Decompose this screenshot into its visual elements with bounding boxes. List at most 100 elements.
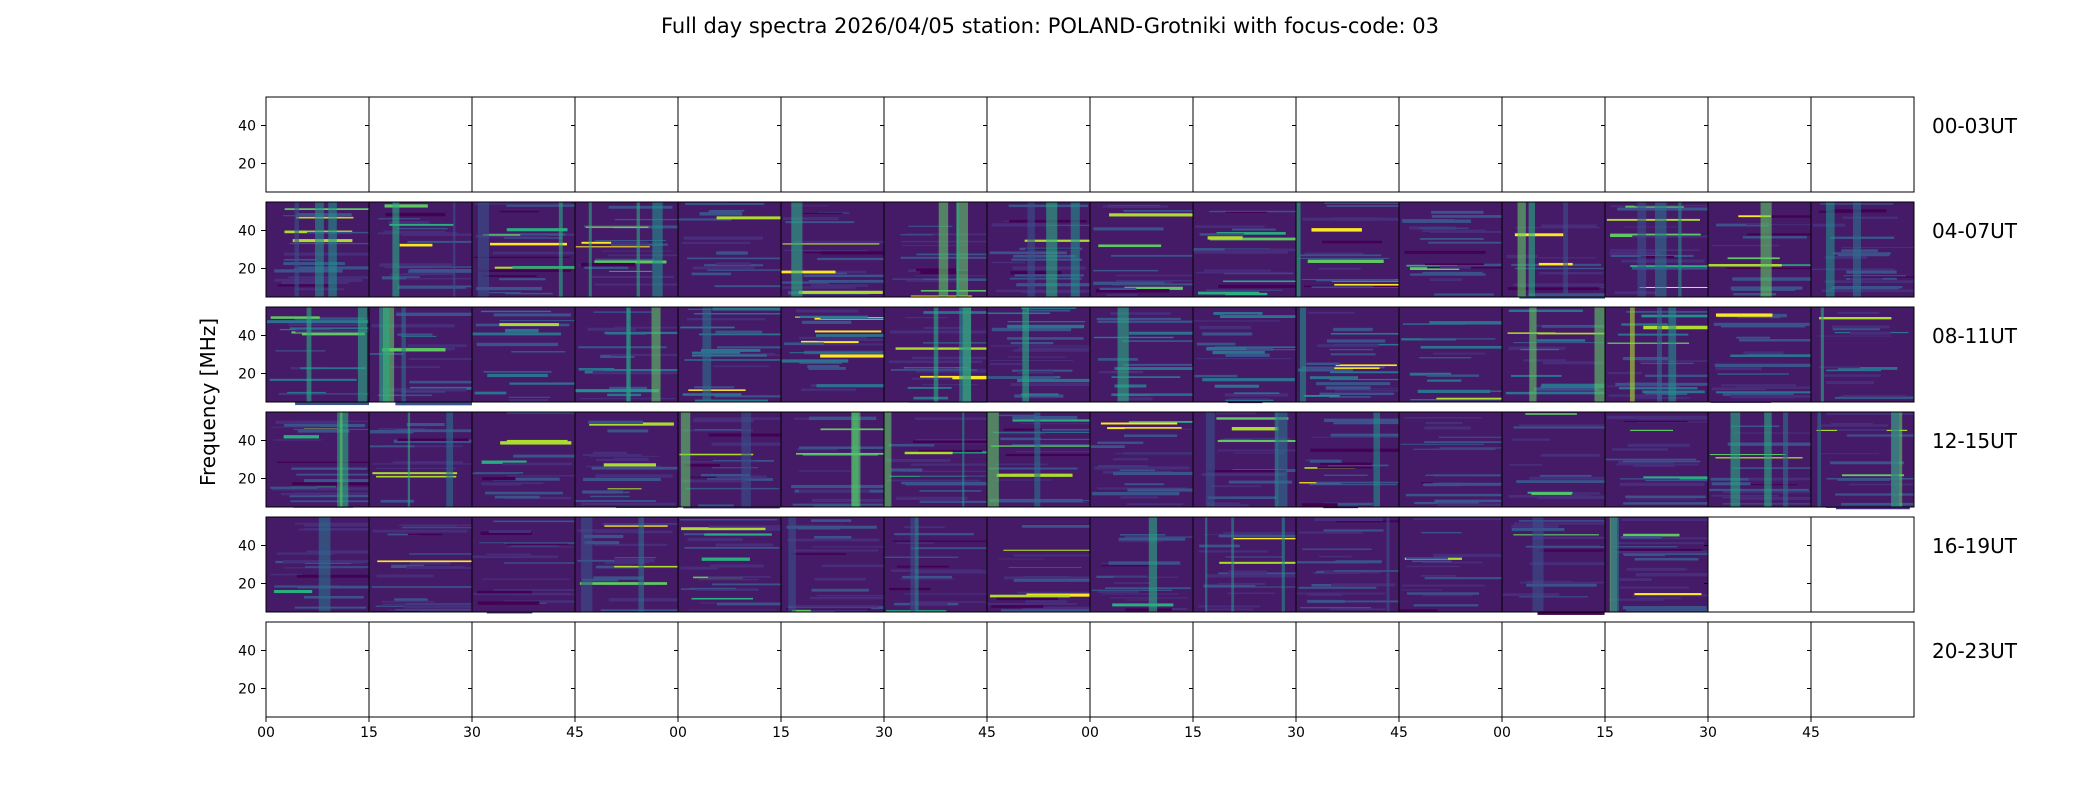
spectra-band — [1210, 504, 1249, 508]
spectra-band — [1848, 483, 1914, 486]
spectra-band — [1097, 441, 1144, 444]
spectra-band — [691, 351, 741, 354]
spectra-band — [1216, 412, 1257, 415]
spectra-band — [294, 522, 369, 525]
spectra-band — [1020, 423, 1090, 425]
panel-background — [781, 412, 884, 507]
spectra-burst — [956, 202, 968, 297]
spectra-band — [1421, 561, 1483, 564]
spectra-band — [1618, 460, 1675, 465]
spectra-band — [811, 588, 869, 592]
spectra-band — [816, 594, 884, 597]
spectra-band — [1025, 600, 1068, 603]
spectra-band — [582, 477, 661, 482]
spectra-band — [1619, 578, 1652, 582]
spectra-band — [1529, 476, 1605, 480]
spectra-band — [1333, 327, 1373, 332]
spectra-band — [395, 429, 472, 433]
spectra-band — [602, 368, 678, 373]
spectra-band — [1622, 356, 1669, 361]
spectra-band — [1421, 338, 1496, 340]
spectra-band — [289, 494, 369, 498]
spectra-band — [1325, 386, 1371, 390]
row-label: 04-07UT — [1932, 219, 2018, 243]
spectra-band — [991, 327, 1072, 332]
spectra-band — [1830, 236, 1895, 240]
spectra-band — [607, 393, 642, 397]
panel-frame — [1707, 516, 1812, 613]
spectra-band — [1541, 383, 1605, 387]
spectra-band — [899, 578, 955, 580]
spectra-band — [1733, 432, 1811, 434]
panel-frame — [780, 96, 885, 193]
spectra-band — [1739, 339, 1811, 342]
spectra-burst — [1629, 307, 1635, 402]
spectra-band — [1233, 452, 1285, 454]
spectra-band — [1208, 586, 1296, 588]
spectra-band — [579, 582, 668, 585]
spectra-band — [383, 230, 446, 233]
spectra-burst — [588, 202, 592, 297]
spectra-band — [1125, 608, 1172, 612]
spectra-band — [908, 225, 953, 227]
spectra-row: 20 40 20-23UT — [238, 621, 2018, 718]
spectra-band — [1634, 593, 1702, 596]
spectra-band — [502, 462, 573, 466]
spectra-band — [1824, 374, 1881, 377]
spectra-band — [1125, 599, 1158, 601]
spectra-band — [799, 489, 870, 493]
spectra-band — [494, 589, 575, 592]
spectra-band — [276, 552, 335, 555]
spectra-band — [707, 478, 773, 481]
spectra-band — [1514, 233, 1564, 237]
spectra-panel — [1295, 306, 1400, 403]
spectra-band — [1202, 332, 1253, 336]
spectra-band — [1017, 347, 1078, 352]
spectra-band — [1433, 352, 1486, 355]
spectra-band — [897, 565, 949, 568]
row-label: 00-03UT — [1932, 114, 2018, 138]
spectra-band — [1821, 289, 1855, 293]
spectra-band — [905, 280, 967, 282]
spectra-panel — [365, 621, 473, 718]
spectra-panel — [677, 516, 782, 613]
spectra-band — [1837, 254, 1890, 257]
spectra-band — [923, 311, 987, 314]
spectra-band — [892, 278, 936, 280]
spectra-band — [989, 359, 1074, 361]
spectra-band — [1623, 420, 1688, 423]
spectra-burst — [294, 202, 300, 297]
spectra-band — [1623, 533, 1680, 537]
spectra-band — [607, 254, 678, 257]
spectra-band — [1537, 495, 1605, 500]
spectra-band — [1747, 354, 1811, 356]
spectra-band — [1216, 417, 1289, 420]
spectra-band — [716, 262, 751, 266]
spectra-band — [409, 561, 451, 565]
spectra-band — [1714, 363, 1811, 368]
spectra-band — [1422, 229, 1486, 233]
spectra-panel — [677, 411, 782, 509]
spectra-band — [575, 500, 657, 502]
spectra-burst — [1034, 412, 1041, 507]
spectra-band — [716, 216, 781, 220]
spectra-band — [593, 543, 668, 546]
spectra-band — [698, 333, 781, 336]
spectra-burst — [1386, 517, 1390, 612]
spectra-band — [1708, 264, 1782, 267]
spectra-band — [1627, 498, 1697, 500]
spectra-band — [821, 564, 884, 568]
spectra-band — [1526, 583, 1597, 587]
spectra-band — [1634, 204, 1708, 207]
spectra-band — [1412, 560, 1452, 563]
spectra-band — [1311, 436, 1399, 438]
spectra-band — [614, 557, 656, 559]
spectra-panel — [1395, 621, 1503, 718]
spectra-band — [1300, 254, 1382, 257]
spectra-band — [698, 504, 734, 507]
spectra-band — [1539, 474, 1592, 478]
spectra-band — [1225, 211, 1267, 213]
spectra-band — [810, 284, 869, 287]
spectra-band — [294, 317, 365, 320]
spectra-band — [1722, 393, 1794, 396]
